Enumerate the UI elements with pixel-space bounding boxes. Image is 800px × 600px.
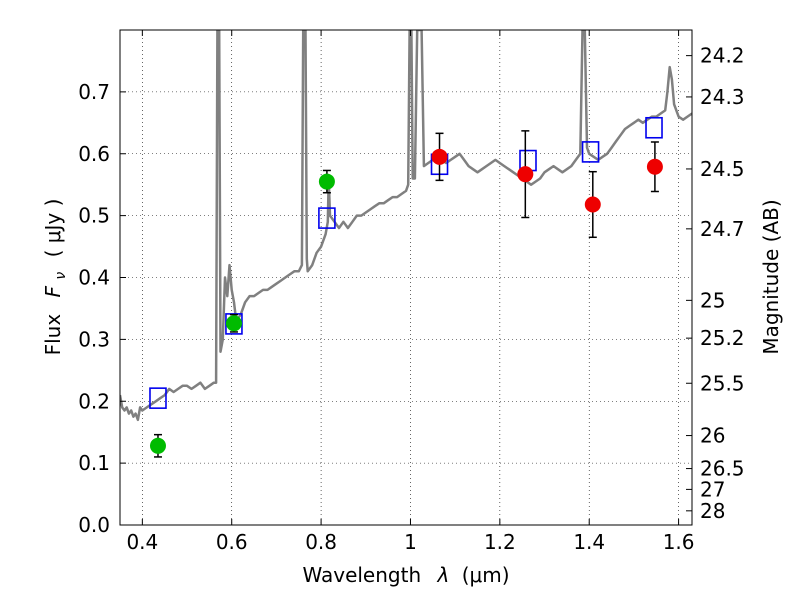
y2-axis-label: Magnitude (AB)	[759, 199, 783, 354]
observed-red-point	[646, 158, 663, 175]
spectrum-layer	[120, 30, 692, 422]
magnitude-tick-label: 27	[700, 477, 725, 501]
observed-green-point	[149, 437, 166, 454]
grid	[120, 30, 692, 525]
x-tick-label: 1.4	[573, 530, 605, 554]
x-tick-label: 1	[404, 530, 417, 554]
x-axis-label-symbol: λ	[437, 563, 450, 587]
observed-red-point	[431, 148, 448, 165]
y-axis-label-text: Flux	[41, 314, 65, 356]
y-axis-label-symbol: F	[41, 285, 65, 297]
model-spectrum-line	[120, 30, 692, 422]
y-tick-label: 0.1	[78, 451, 110, 475]
observed-green-point	[225, 315, 242, 332]
model-photometry-square	[581, 141, 600, 163]
y-tick-label: 0.6	[78, 142, 110, 166]
y-axis-label-subscript: ν	[53, 272, 69, 280]
magnitude-tick-label: 26.5	[700, 457, 745, 481]
x-axis-label-unit: (μm)	[462, 563, 510, 587]
x-axis-label: Wavelength λ (μm)	[302, 563, 509, 587]
tick-layer: 0.4 0.6 0.8 1 1.2 1.4 1.6 0.0 0.1 0.2 0.3 0.4 0.5 0.6…	[78, 30, 745, 554]
y-axis-label: Flux F ν ( μJy )	[41, 199, 70, 356]
x-axis-label-text: Wavelength	[302, 563, 421, 587]
y-tick-label: 0.7	[78, 80, 110, 104]
x-tick-label: 0.4	[126, 530, 158, 554]
model-photometry-square	[645, 116, 663, 139]
y-tick-label: 0.5	[78, 204, 110, 228]
magnitude-tick-label: 24.7	[700, 217, 745, 241]
y-tick-label: 0.0	[78, 513, 110, 537]
model-photometry-square	[318, 207, 336, 229]
magnitude-tick-label: 25.5	[700, 371, 745, 395]
observed-red-point	[584, 196, 601, 213]
observed-red-point	[517, 166, 534, 183]
magnitude-tick-label: 24.5	[700, 157, 745, 181]
magnitude-tick-label: 26	[700, 424, 725, 448]
y-axis-label-unit: ( μJy )	[41, 199, 65, 258]
x-tick-label: 0.6	[216, 530, 248, 554]
x-tick-label: 0.8	[305, 530, 337, 554]
y-tick-label: 0.2	[78, 389, 110, 413]
y-tick-label: 0.4	[78, 266, 110, 290]
magnitude-tick-label: 25	[700, 288, 725, 312]
model-photometry-square	[149, 387, 167, 409]
observed-green-point	[318, 173, 335, 190]
magnitude-tick-label: 24.2	[700, 44, 745, 68]
x-tick-label: 1.2	[484, 530, 516, 554]
y-tick-label: 0.3	[78, 327, 110, 351]
marker-layer	[149, 116, 663, 458]
x-tick-label: 1.6	[663, 530, 695, 554]
magnitude-tick-label: 25.2	[700, 326, 745, 350]
magnitude-tick-label: 28	[700, 499, 725, 523]
magnitude-tick-label: 24.3	[700, 85, 745, 109]
plot-frame	[119, 29, 693, 526]
